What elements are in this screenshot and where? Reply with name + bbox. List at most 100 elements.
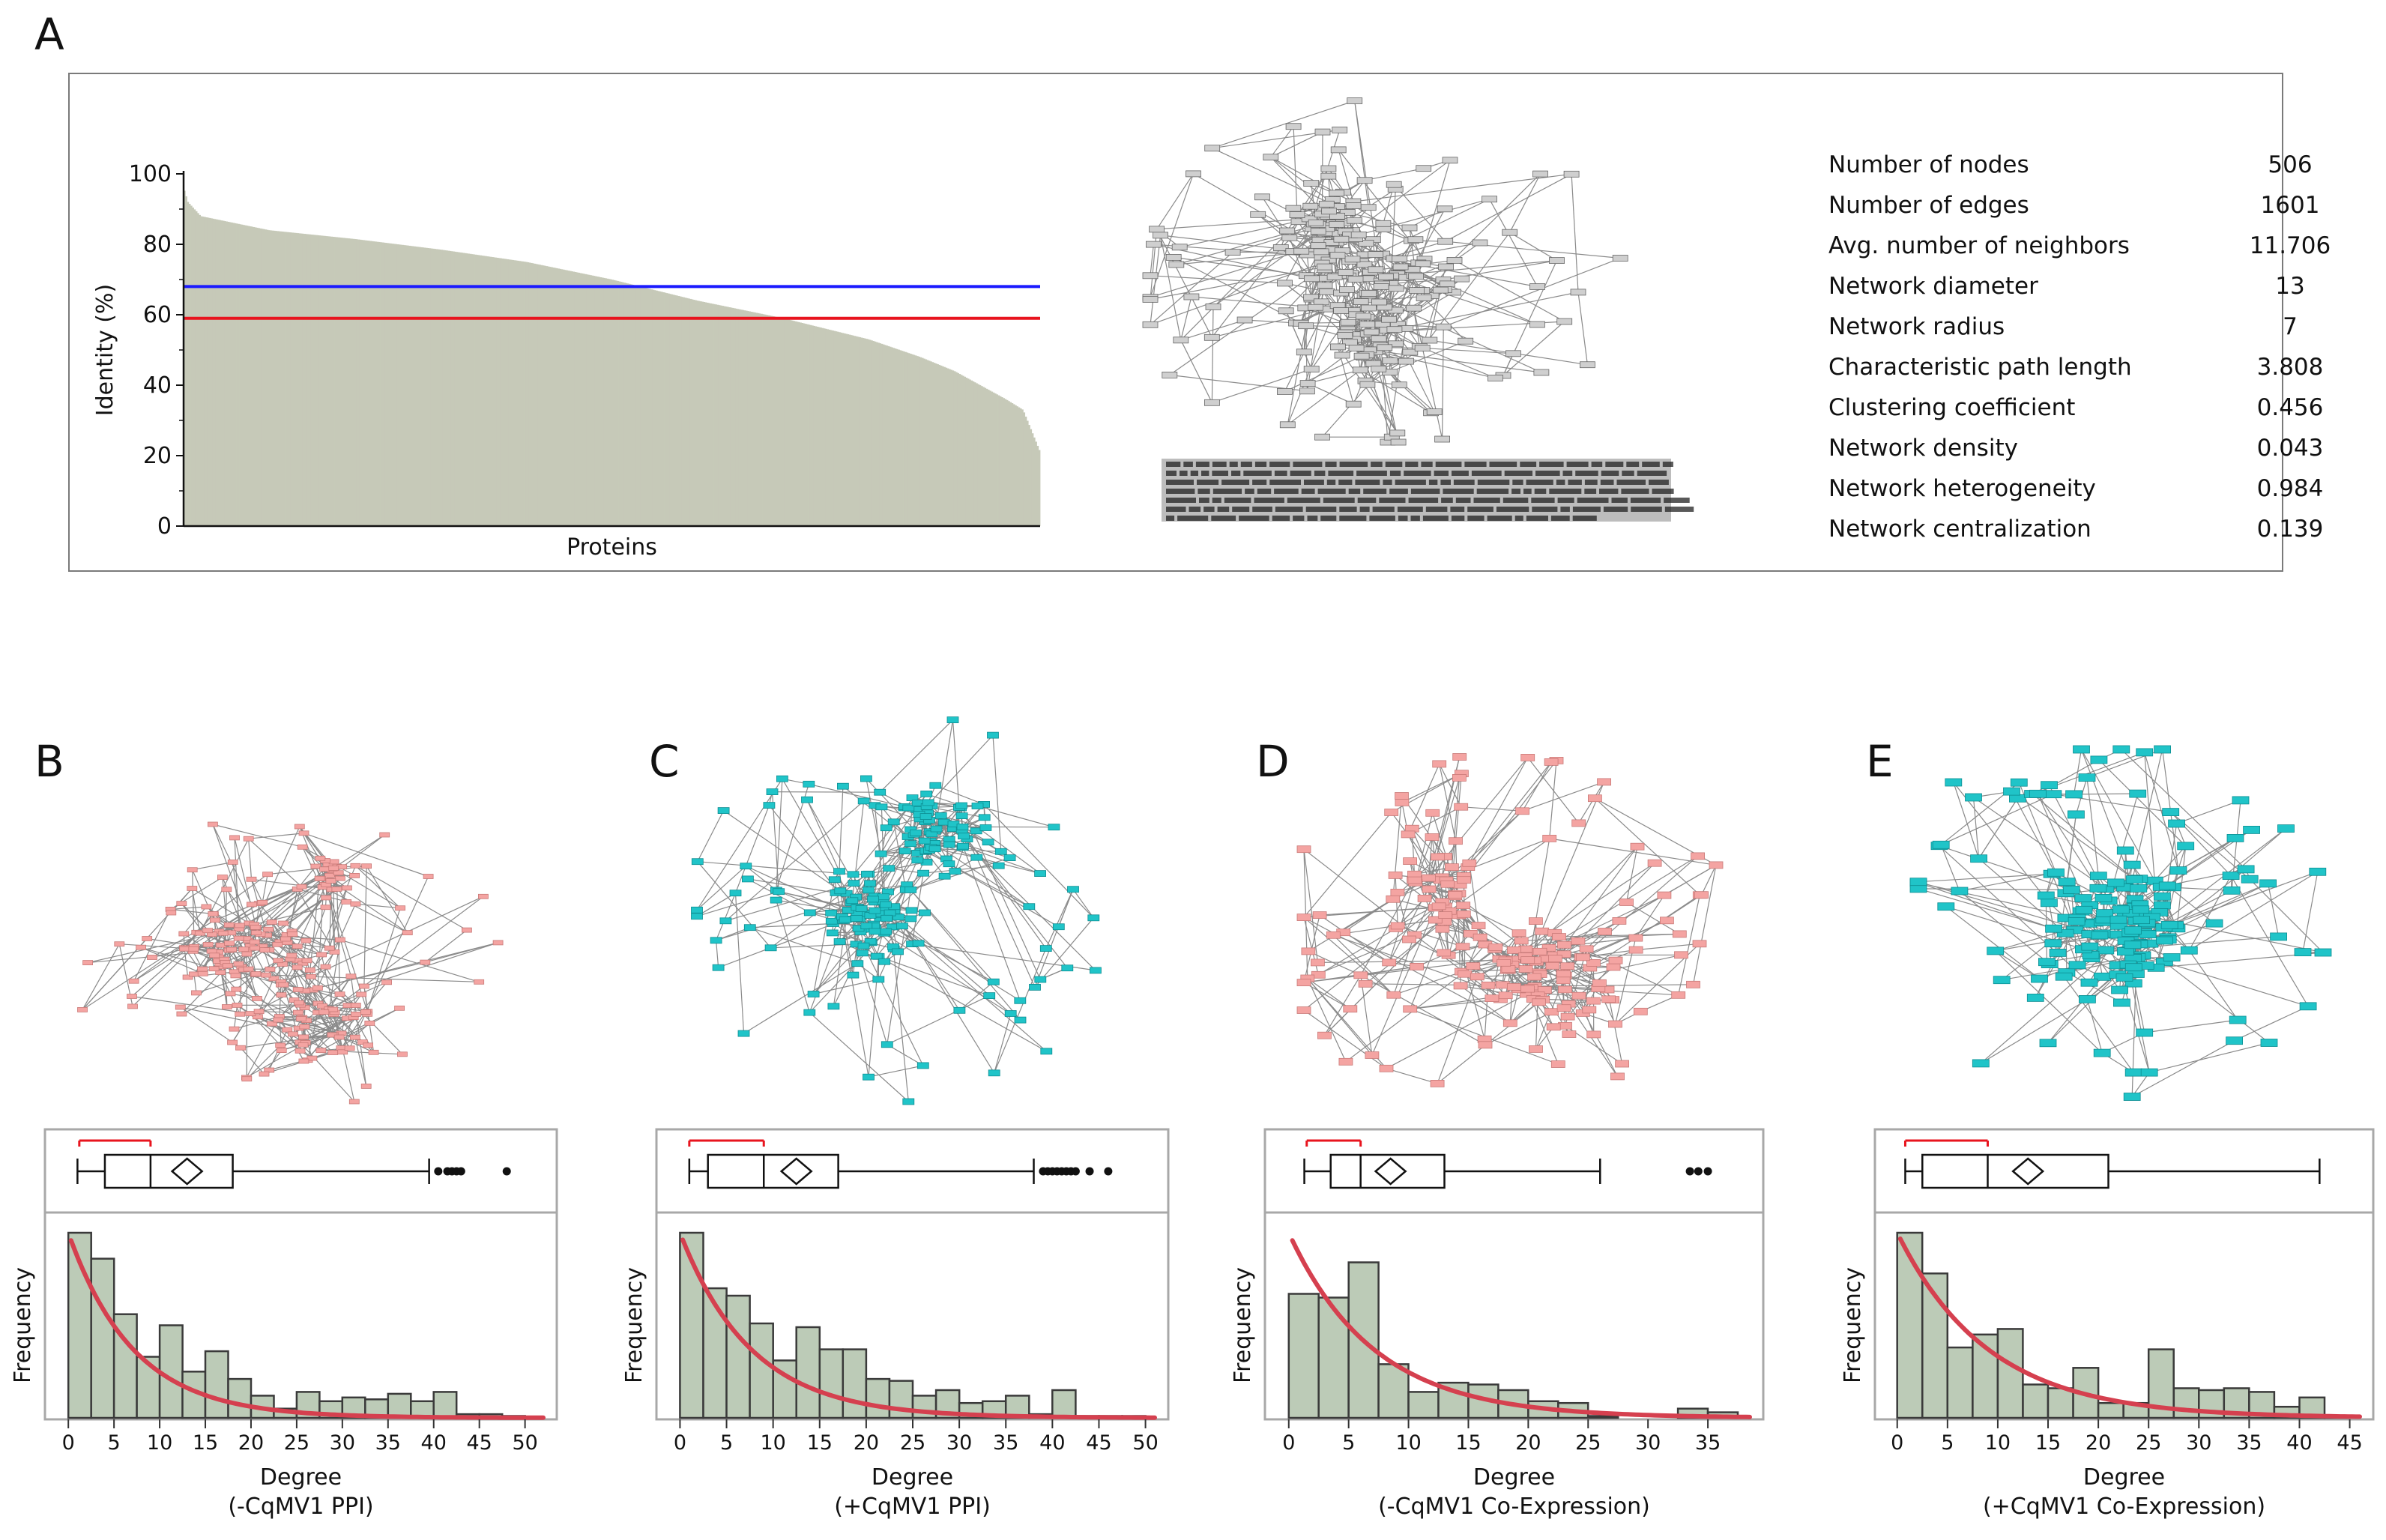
network-edge bbox=[1995, 950, 2103, 1054]
stat-label: Network diameter bbox=[1828, 273, 2038, 300]
label-glyph bbox=[1383, 480, 1392, 485]
network-edge bbox=[256, 973, 323, 1006]
network-edge bbox=[170, 908, 214, 915]
network-node bbox=[1454, 803, 1469, 811]
network-edge bbox=[151, 948, 185, 958]
identity-bar bbox=[368, 241, 370, 526]
network-node bbox=[1511, 929, 1526, 937]
network-node bbox=[201, 904, 212, 910]
identity-bar bbox=[720, 305, 722, 526]
x-tick-label: 10 bbox=[760, 1431, 785, 1455]
network-node bbox=[847, 971, 860, 979]
label-glyph bbox=[1189, 507, 1201, 512]
identity-bar bbox=[411, 246, 414, 526]
identity-bar bbox=[290, 232, 292, 526]
network-edge bbox=[234, 837, 240, 929]
network-edge bbox=[317, 942, 498, 988]
frequency-y-label: Frequency bbox=[621, 1267, 647, 1383]
identity-bar bbox=[417, 247, 420, 526]
network-node bbox=[263, 926, 274, 932]
network-node bbox=[1311, 958, 1325, 967]
network-node bbox=[175, 1004, 186, 1010]
identity-bar bbox=[747, 311, 749, 526]
network-edge bbox=[1287, 325, 1307, 425]
network-edge bbox=[776, 890, 832, 914]
histogram-bar bbox=[2172, 1387, 2200, 1419]
y-tick-label: 100 bbox=[129, 161, 172, 187]
network-edge bbox=[1150, 229, 1158, 300]
network-node bbox=[2124, 926, 2142, 934]
network-edge bbox=[893, 911, 995, 1074]
network-edge bbox=[2166, 823, 2178, 886]
network-edge bbox=[329, 887, 348, 949]
network-node bbox=[1350, 231, 1367, 238]
label-glyph bbox=[1572, 507, 1601, 512]
identity-bar bbox=[820, 327, 822, 526]
network-node bbox=[2277, 824, 2295, 833]
label-glyph bbox=[1195, 462, 1209, 467]
network-node bbox=[492, 940, 504, 946]
label-glyph bbox=[1422, 516, 1449, 521]
network-edge bbox=[1173, 256, 1306, 327]
network-node bbox=[1317, 1031, 1332, 1039]
identity-bar bbox=[973, 382, 976, 526]
network-edge bbox=[1509, 232, 1557, 262]
network-graph-b bbox=[77, 821, 504, 1105]
network-node bbox=[1318, 200, 1335, 208]
identity-bar bbox=[689, 298, 692, 526]
network-node bbox=[331, 887, 342, 892]
label-glyph bbox=[1599, 489, 1619, 494]
network-node bbox=[241, 951, 253, 957]
network-node bbox=[1298, 322, 1314, 330]
network-node bbox=[282, 1027, 293, 1033]
network-node bbox=[1034, 976, 1047, 983]
identity-bar bbox=[462, 253, 465, 526]
network-node bbox=[1437, 205, 1453, 213]
identity-bar bbox=[982, 387, 985, 526]
identity-bar bbox=[830, 330, 833, 526]
network-edge bbox=[333, 867, 401, 909]
identity-bar bbox=[945, 367, 948, 526]
identity-bar bbox=[938, 364, 941, 526]
network-node bbox=[312, 985, 323, 991]
network-node bbox=[202, 928, 214, 934]
network-node bbox=[1571, 991, 1586, 1000]
identity-bar bbox=[1021, 409, 1024, 526]
network-node bbox=[1515, 807, 1529, 815]
network-node bbox=[288, 1031, 298, 1037]
label-glyph bbox=[1355, 480, 1380, 485]
identity-bar bbox=[910, 354, 912, 526]
network-edge bbox=[1371, 908, 1436, 1056]
network-node bbox=[234, 923, 245, 928]
identity-bar bbox=[208, 217, 211, 526]
label-glyph bbox=[1642, 462, 1660, 467]
network-edge bbox=[697, 861, 854, 875]
x-tick-label: 35 bbox=[1695, 1431, 1721, 1455]
network-node bbox=[1345, 202, 1362, 209]
network-node bbox=[1606, 963, 1621, 971]
network-edge bbox=[304, 951, 335, 991]
network-node bbox=[2136, 1028, 2154, 1037]
network-node bbox=[182, 974, 193, 980]
network-edge bbox=[1594, 797, 1700, 896]
network-node bbox=[1546, 1023, 1561, 1031]
network-node bbox=[847, 871, 860, 878]
network-edge bbox=[1191, 296, 1316, 308]
identity-bar bbox=[567, 271, 570, 526]
network-node bbox=[764, 944, 777, 952]
network-node bbox=[297, 844, 308, 850]
network-edge bbox=[1156, 173, 1194, 230]
network-edge bbox=[170, 906, 207, 910]
identity-bar bbox=[588, 274, 591, 526]
label-glyph bbox=[1221, 480, 1250, 485]
identity-bar bbox=[793, 321, 795, 526]
identity-bar bbox=[468, 253, 471, 526]
identity-bar bbox=[207, 217, 210, 526]
network-node bbox=[1363, 328, 1380, 336]
network-edge bbox=[1521, 933, 1680, 941]
network-node bbox=[691, 906, 703, 914]
label-glyph bbox=[1395, 480, 1426, 485]
network-node bbox=[1455, 943, 1470, 951]
network-node bbox=[970, 854, 983, 861]
network-node bbox=[77, 1007, 88, 1012]
